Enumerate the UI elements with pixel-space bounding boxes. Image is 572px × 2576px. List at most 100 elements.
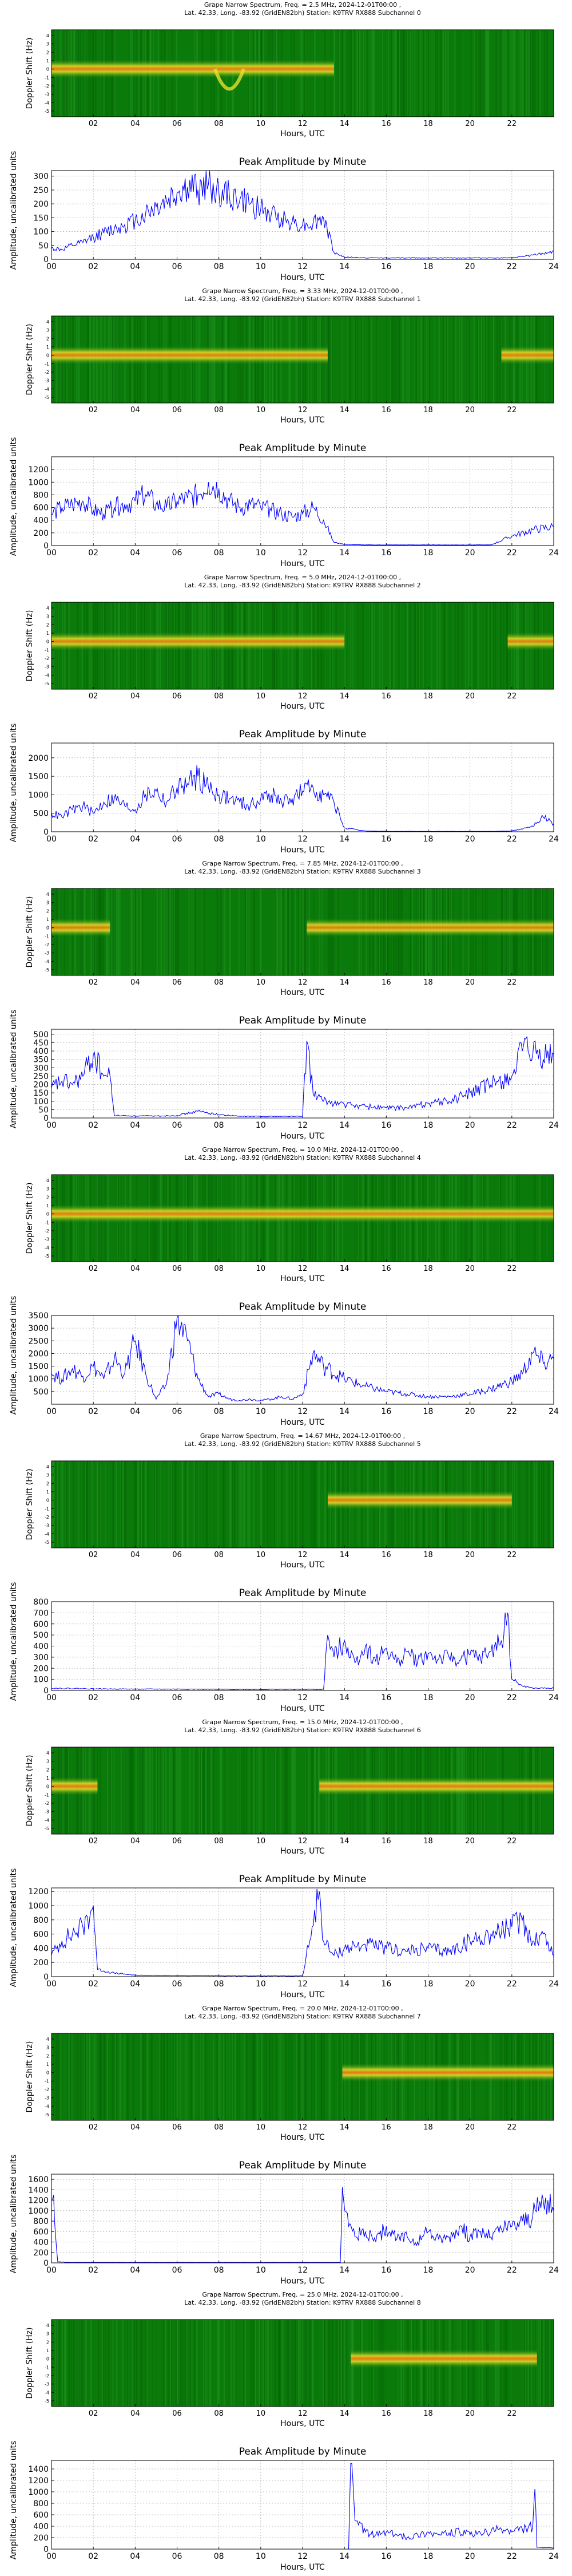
spectrogram-streak <box>81 2320 83 2407</box>
amplitude-x-tick-label: 20 <box>465 548 475 558</box>
spectrogram-x-tick-label: 08 <box>214 2123 224 2132</box>
spectrogram-streak <box>220 1747 223 1834</box>
spectrogram-streak <box>76 2320 77 2407</box>
amplitude-title: Peak Amplitude by Minute <box>239 2160 367 2171</box>
spectrogram-streak <box>304 888 306 975</box>
amplitude-x-tick-label: 00 <box>46 1121 57 1130</box>
spectrogram-y-tick-label: -2 <box>45 1228 49 1234</box>
spectrogram-streak <box>254 2033 256 2120</box>
spectrogram-streak <box>467 602 470 689</box>
spectrogram-streak <box>487 30 488 117</box>
amplitude-x-axis-label: Hours, UTC <box>280 1704 325 1713</box>
spectrogram-y-axis-label: Doppler Shift (Hz) <box>25 1183 34 1254</box>
spectrogram-streak <box>267 1461 268 1548</box>
spectrogram-streak <box>142 1461 144 1548</box>
amplitude-y-tick-label: 500 <box>33 1631 49 1640</box>
amplitude-panel-9: Peak Amplitude by Minute 00 02 04 06 08 10 12 14… <box>9 1296 559 1427</box>
spectrogram-streak <box>314 1747 316 1834</box>
spectrogram-x-tick-label: 02 <box>89 120 98 128</box>
spectrogram-streak <box>367 30 369 117</box>
spectrogram-streak <box>327 1461 328 1548</box>
amplitude-panel-7: Peak Amplitude by Minute 00 02 04 06 08 10 12 14… <box>9 1010 559 1141</box>
spectrogram-streak <box>347 2320 349 2407</box>
spectrogram-streak <box>224 1461 225 1548</box>
amplitude-x-tick-label: 18 <box>423 835 434 844</box>
spectrogram-streak <box>315 2033 317 2120</box>
spectrogram-title: Grape Narrow Spectrum, Freq. = 15.0 MHz,… <box>202 1718 403 1726</box>
spectrogram-y-tick-label: -4 <box>45 959 49 964</box>
spectrogram-streak <box>293 1747 295 1834</box>
spectrogram-x-tick-label: 06 <box>172 2409 182 2418</box>
spectrogram-streak <box>374 602 375 689</box>
spectrogram-streak <box>170 2320 171 2407</box>
spectrogram-streak <box>447 30 449 117</box>
spectrogram-streak <box>146 2320 148 2407</box>
spectrogram-streak <box>534 30 536 117</box>
spectrogram-streak <box>496 316 498 403</box>
spectrogram-x-tick-label: 12 <box>298 692 308 701</box>
spectrogram-y-axis-label: Doppler Shift (Hz) <box>25 324 34 396</box>
amplitude-panel-17: Peak Amplitude by Minute 00 02 04 06 08 10 12 14… <box>9 2441 559 2572</box>
amplitude-y-tick-label: 200 <box>33 1664 49 1673</box>
spectrogram-x-tick-label: 18 <box>423 120 433 128</box>
spectrogram-streak <box>200 2033 201 2120</box>
amplitude-x-tick-label: 10 <box>256 1121 266 1130</box>
spectrogram-x-axis-label: Hours, UTC <box>280 1560 325 1570</box>
spectrogram-y-tick-label: -3 <box>45 951 49 956</box>
spectrogram-y-tick-label: -4 <box>45 673 49 678</box>
spectrogram-streak <box>146 2320 148 2407</box>
spectrogram-streak <box>406 30 408 117</box>
spectrogram-streak <box>202 2033 204 2120</box>
spectrogram-streak <box>260 888 262 975</box>
spectrogram-streak <box>513 30 514 117</box>
spectrogram-streak <box>371 30 373 117</box>
spectrogram-streak <box>260 1461 262 1548</box>
spectrogram-streak <box>373 602 375 689</box>
spectrogram-streak <box>83 1461 85 1548</box>
spectrogram-streak <box>86 2033 88 2120</box>
spectrogram-streak <box>136 2320 137 2407</box>
spectrogram-streak <box>323 2320 324 2407</box>
amplitude-x-axis-label: Hours, UTC <box>280 1990 325 2000</box>
spectrogram-streak <box>245 1747 247 1834</box>
spectrogram-streak <box>58 2320 61 2407</box>
amplitude-x-tick-label: 08 <box>214 2552 224 2561</box>
spectrogram-streak <box>213 2033 214 2120</box>
spectrogram-streak <box>468 316 470 403</box>
amplitude-y-tick-label: 1000 <box>28 1902 49 1911</box>
spectrogram-streak <box>194 888 196 975</box>
spectrogram-y-tick-label: 2 <box>46 1481 49 1486</box>
spectrogram-streak <box>328 2320 329 2407</box>
amplitude-x-tick-label: 14 <box>339 2266 349 2275</box>
spectrogram-streak <box>514 1461 515 1548</box>
spectrogram-streak <box>235 2033 237 2120</box>
spectrogram-x-tick-label: 02 <box>89 978 98 987</box>
spectrogram-streak <box>282 2320 284 2407</box>
spectrogram-x-axis-label: Hours, UTC <box>280 2133 325 2142</box>
spectrogram-streak <box>388 602 390 689</box>
spectrogram-streak <box>84 2033 86 2120</box>
spectrogram-streak <box>263 2320 264 2407</box>
spectrogram-subtitle: Lat. 42.33, Long. -83.92 (GridEN82bh) St… <box>184 1440 420 1448</box>
spectrogram-streak <box>154 2320 156 2407</box>
spectrogram-streak <box>220 888 222 975</box>
spectrogram-streak <box>286 1747 288 1834</box>
spectrogram-x-tick-label: 06 <box>172 1265 182 1273</box>
spectrogram-y-tick-label: 2 <box>46 622 49 627</box>
spectrogram-streak <box>465 602 466 689</box>
spectrogram-streak <box>276 888 279 975</box>
amplitude-x-tick-label: 16 <box>381 835 391 844</box>
amplitude-y-axis-label: Amplitude, uncalibrated units <box>9 2441 18 2560</box>
spectrogram-streak <box>221 888 223 975</box>
spectrogram-x-tick-label: 04 <box>130 406 140 414</box>
spectrogram-y-axis-label: Doppler Shift (Hz) <box>25 1469 34 1540</box>
spectrogram-streak <box>315 1747 316 1834</box>
spectrogram-streak <box>237 1747 239 1834</box>
spectrogram-streak <box>229 888 231 975</box>
spectrogram-streak <box>174 1461 176 1548</box>
spectrogram-streak <box>188 888 190 975</box>
spectrogram-y-tick-label: -3 <box>45 2096 49 2101</box>
spectrogram-streak <box>251 1747 252 1834</box>
spectrogram-streak <box>492 602 494 689</box>
spectrogram-y-tick-label: -4 <box>45 100 49 105</box>
